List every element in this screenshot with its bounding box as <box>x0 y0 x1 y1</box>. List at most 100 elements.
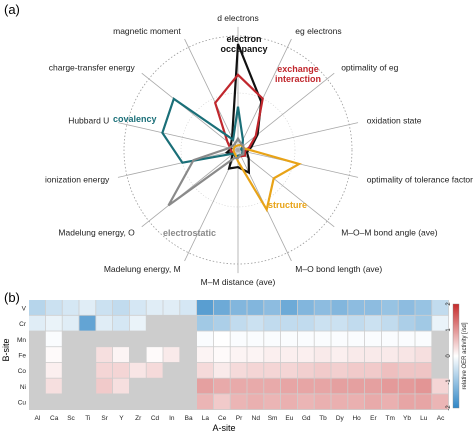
heatmap-cell <box>398 362 415 378</box>
heatmap-cell <box>113 347 129 363</box>
heatmap-cell <box>381 362 398 378</box>
radar-axis-label: ionization energy <box>45 174 110 184</box>
heatmap-cell <box>297 315 314 331</box>
heatmap-cell <box>230 315 247 331</box>
radar-spoke <box>237 149 335 228</box>
heatmap-cell <box>163 347 180 363</box>
heatmap-cell <box>348 300 365 315</box>
heatmap-cell <box>197 315 213 331</box>
heatmap-cell <box>331 378 348 394</box>
heatmap-cell <box>281 300 297 315</box>
heatmap-cell <box>180 300 197 315</box>
heatmap-cell <box>314 347 331 363</box>
heatmap-y-tick: Co <box>18 368 27 375</box>
heatmap-cell <box>314 394 331 410</box>
heatmap-cell <box>331 300 348 315</box>
radar-axis-label: M–O–M bond angle (ave) <box>341 227 438 237</box>
heatmap-cell <box>197 362 213 378</box>
heatmap-cell <box>62 315 79 331</box>
heatmap-x-tick: Ac <box>437 415 445 422</box>
heatmap-cell <box>281 331 297 347</box>
radar-inner-ring <box>180 92 296 208</box>
heatmap-y-axis-label: B-site <box>1 338 11 361</box>
radar-spoke <box>141 149 239 228</box>
heatmap-y-tick: Mn <box>17 337 26 344</box>
colorbar-tick: -1 <box>446 379 452 385</box>
heatmap-x-ticks: Al Ca Sc Ti Sr Y Zr Cd In Ba La Ce Pr Nd Sm Eu Gd Tb Dy Ho E… <box>35 415 446 422</box>
heatmap-cell <box>381 331 398 347</box>
radar-series-label: exchange interaction <box>275 64 321 84</box>
heatmap-cell <box>197 331 213 347</box>
radar-series-label: electron occupancy <box>220 34 267 54</box>
heatmap-cell <box>129 300 146 315</box>
heatmap-cell <box>398 331 415 347</box>
heatmap-cell <box>415 315 432 331</box>
heatmap-x-tick: Tb <box>319 415 327 422</box>
radar-series-label: structure <box>268 200 307 210</box>
radar-axis-label: d electrons <box>217 13 259 23</box>
heatmap-cell <box>398 394 415 410</box>
heatmap-cell <box>213 362 230 378</box>
heatmap-cell <box>96 378 113 394</box>
heatmap-cell <box>365 394 381 410</box>
heatmap-cell <box>314 378 331 394</box>
radar-spoke <box>237 72 335 151</box>
heatmap-cell <box>113 378 129 394</box>
heatmap-cell <box>297 300 314 315</box>
heatmap-y-tick: Ni <box>20 384 26 391</box>
radar-series-label: covalency <box>113 114 157 124</box>
heatmap-cell <box>197 347 213 363</box>
heatmap-cell <box>415 378 432 394</box>
heatmap-cell <box>213 331 230 347</box>
heatmap-cell <box>297 347 314 363</box>
heatmap-cell <box>79 300 96 315</box>
heatmap-cell <box>230 300 247 315</box>
heatmap-cell <box>247 347 264 363</box>
heatmap-cell <box>264 331 281 347</box>
heatmap-x-tick: Eu <box>285 415 293 422</box>
radar-spoke <box>117 149 239 178</box>
heatmap-cell <box>348 378 365 394</box>
heatmap-cell <box>45 362 62 378</box>
heatmap-cell <box>398 315 415 331</box>
heatmap-cell <box>415 300 432 315</box>
heatmap-cell <box>381 315 398 331</box>
radar-spoke <box>117 122 239 151</box>
colorbar-tick: 2 <box>446 302 452 306</box>
heatmap-cell <box>213 347 230 363</box>
heatmap-cell <box>365 378 381 394</box>
heatmap-cell <box>197 378 213 394</box>
heatmap-x-tick: Gd <box>302 415 311 422</box>
heatmap-cell <box>113 315 129 331</box>
heatmap-cell <box>331 331 348 347</box>
heatmap-cell <box>230 394 247 410</box>
heatmap-cell <box>213 378 230 394</box>
heatmap-cell <box>314 362 331 378</box>
heatmap-cell <box>432 378 449 394</box>
heatmap-y-tick: Cr <box>19 321 27 328</box>
radar-series-labels: electron occupancy exchange interaction cova… <box>113 34 321 238</box>
heatmap-cell <box>45 347 62 363</box>
heatmap-cell <box>264 315 281 331</box>
heatmap-cell <box>62 300 79 315</box>
heatmap-cell <box>281 315 297 331</box>
heatmap-cell <box>230 347 247 363</box>
panel-a-label: (a) <box>4 2 20 17</box>
heatmap-x-tick: In <box>169 415 175 422</box>
heatmap-cell <box>348 331 365 347</box>
heatmap-cell <box>197 300 213 315</box>
heatmap-x-tick: Yb <box>403 415 411 422</box>
heatmap-y-tick: Cu <box>18 400 27 407</box>
heatmap-cell <box>381 347 398 363</box>
heatmap-x-tick: Er <box>370 415 377 422</box>
heatmap-cell <box>264 362 281 378</box>
heatmap-cell <box>415 362 432 378</box>
colorbar-tick: -2 <box>446 405 452 411</box>
heatmap-cell <box>230 331 247 347</box>
heatmap-cell <box>247 331 264 347</box>
radar-axis-label: magnetic moment <box>113 26 181 36</box>
heatmap-cell <box>45 315 62 331</box>
heatmap-cell <box>365 347 381 363</box>
heatmap-x-tick: Sc <box>67 415 75 422</box>
radar-axis-label: M–M distance (ave) <box>201 277 276 287</box>
